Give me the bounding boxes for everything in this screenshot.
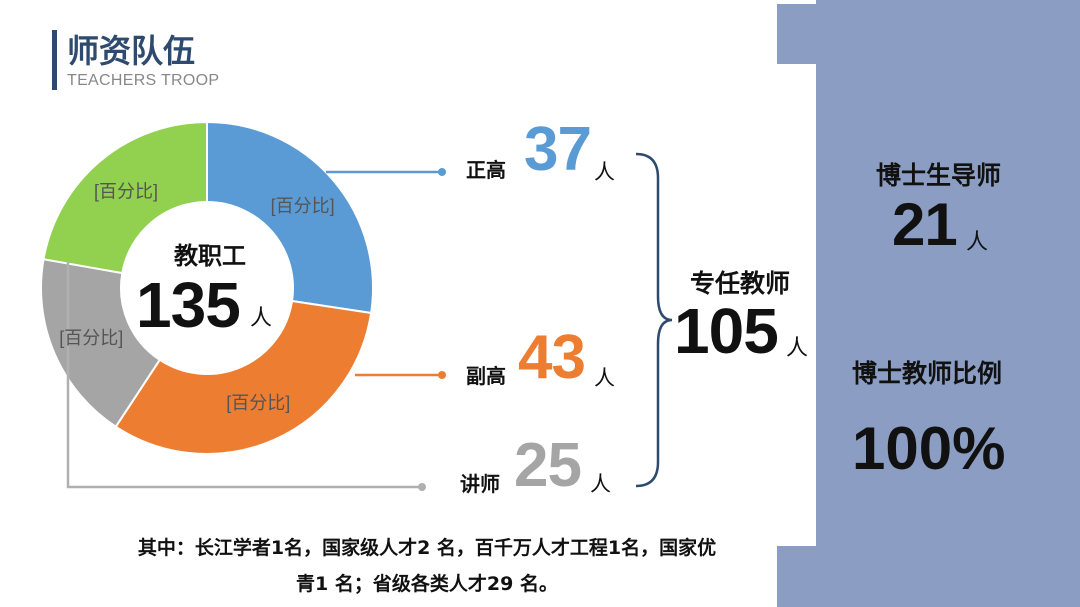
category-label-fugao: 副高 — [466, 364, 506, 388]
category-unit-fugao: 人 — [594, 366, 615, 390]
brace-connector — [635, 152, 673, 488]
slice-zhenggao-label: [百分比] — [271, 196, 335, 216]
doctoral-supervisors-unit: 人 — [966, 230, 989, 255]
connector-zhenggao-dot — [438, 168, 446, 176]
slice-fugao-label: [百分比] — [226, 393, 290, 413]
slice-other — [42, 120, 208, 275]
doctoral-supervisors-value: 21 — [892, 191, 958, 258]
donut-center-unit: 人 — [250, 306, 273, 331]
side-panel — [816, 0, 1080, 607]
connector-jiangshi-dot — [418, 483, 426, 491]
category-label-zhenggao: 正高 — [466, 158, 506, 182]
page-title: 师资队伍 — [67, 32, 196, 70]
side-panel-tab-bottom — [777, 546, 817, 607]
category-value-zhenggao: 37 — [524, 115, 592, 184]
connector-jiangshi — [66, 262, 420, 489]
slice-jiangshi — [40, 258, 162, 429]
connector-fugao-dot — [438, 371, 446, 379]
full-time-teachers-label: 专任教师 — [690, 269, 791, 298]
footnote-line-1: 其中：长江学者1名，国家级人才2 名，百千万人才工程1名，国家优 — [137, 537, 717, 559]
slice-fugao — [114, 299, 373, 455]
title-accent-bar — [52, 30, 57, 90]
footnote-line-2: 青1 名；省级各类人才29 名。 — [296, 573, 558, 595]
category-unit-zhenggao: 人 — [594, 160, 615, 184]
slice-jiangshi-label: [百分比] — [59, 328, 123, 348]
side-panel-tab-top — [777, 4, 817, 64]
slice-zhenggao — [206, 120, 374, 315]
phd-ratio-label: 博士教师比例 — [852, 359, 1003, 388]
category-value-fugao: 43 — [518, 323, 586, 392]
phd-ratio-value: 100% — [852, 415, 1006, 482]
staff-donut-chart: [百分比] [百分比] [百分比] [百分比] — [40, 120, 673, 491]
full-time-teachers-value: 105 — [674, 295, 779, 367]
doctoral-supervisors-label: 博士生导师 — [876, 161, 1002, 190]
footnote: 其中：长江学者1名，国家级人才2 名，百千万人才工程1名，国家优 青1 名；省级… — [82, 530, 772, 602]
page-subtitle: TEACHERS TROOP — [67, 72, 220, 89]
full-time-teachers-unit: 人 — [786, 336, 809, 361]
slice-other-label: [百分比] — [94, 181, 158, 201]
category-label-jiangshi: 讲师 — [460, 472, 500, 496]
donut-center-value: 135 — [136, 269, 241, 341]
category-value-jiangshi: 25 — [514, 431, 582, 500]
category-unit-jiangshi: 人 — [590, 472, 611, 496]
donut-center-label: 教职工 — [174, 242, 246, 270]
